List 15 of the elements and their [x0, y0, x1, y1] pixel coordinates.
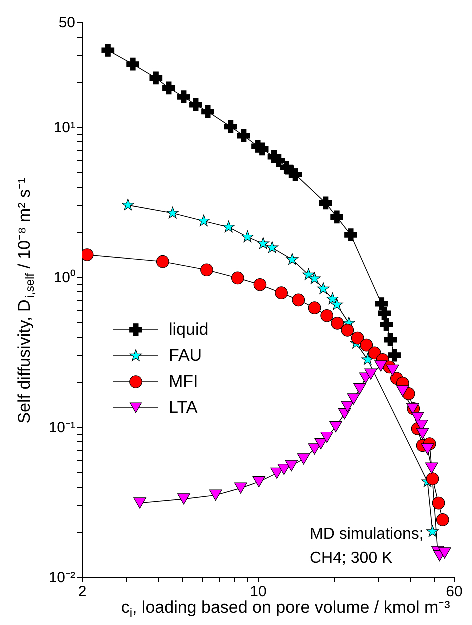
annotation: MD simulations;: [310, 526, 424, 543]
x-tick-label: 2: [78, 584, 87, 600]
x-tick-label: 10: [250, 584, 267, 600]
y-tick-label: 10¹: [54, 119, 76, 136]
legend-label: MFI: [169, 372, 198, 391]
x-tick-label: 60: [446, 584, 463, 600]
legend-label: liquid: [169, 320, 209, 339]
y-tick-label: 10⁻¹: [48, 419, 76, 436]
legend-label: FAU: [169, 346, 202, 365]
legend-label: LTA: [169, 398, 198, 417]
y-axis-title: Self diffusivity, Di,self / 10⁻⁸ m² s⁻¹: [15, 177, 37, 424]
annotation: CH4; 300 K: [310, 550, 394, 567]
y-tick-label: 10⁻²: [48, 570, 76, 586]
y-tick-label: 10⁰: [54, 269, 76, 286]
y-tick-label: 50: [58, 14, 76, 32]
